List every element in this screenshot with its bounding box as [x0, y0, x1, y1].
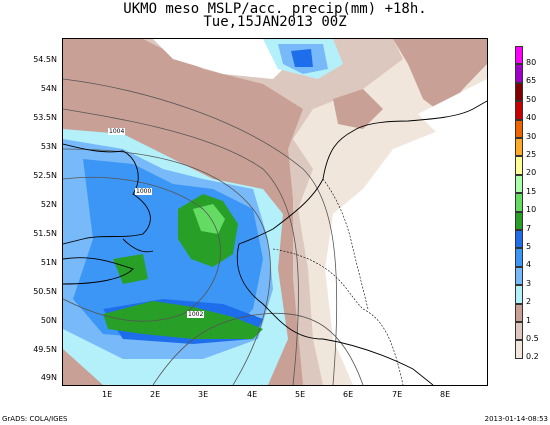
precip-4-patch-north	[291, 49, 313, 67]
lat-label: 51N	[40, 258, 57, 267]
legend-swatch	[515, 101, 523, 120]
precip-map	[62, 38, 488, 386]
legend-label: 25	[526, 150, 537, 159]
legend-swatch	[515, 64, 523, 83]
isobar-label-1004: 1004	[108, 128, 126, 135]
legend-label: 50	[526, 94, 537, 104]
legend-label: 15	[526, 186, 537, 196]
lat-label: 53N	[40, 142, 57, 151]
lon-label: 3E	[198, 390, 209, 399]
legend-label: 7	[526, 223, 532, 233]
legend-label: 0.5	[526, 334, 539, 343]
legend-label: 1	[526, 315, 532, 325]
precip-10-area	[193, 204, 225, 234]
legend-label: 2	[526, 297, 532, 307]
map-subtitle: Tue,15JAN2013 00Z	[203, 14, 347, 30]
lon-label: 1E	[102, 390, 113, 399]
lat-label: 52N	[40, 200, 57, 209]
legend-swatch	[515, 248, 523, 267]
dry-area-east	[343, 129, 487, 385]
legend-label: 40	[526, 113, 537, 123]
lat-label: 50.5N	[33, 287, 57, 296]
precip-1-patch-northeast	[393, 39, 487, 114]
isobar-label-1002: 1002	[187, 311, 205, 318]
legend-swatch	[515, 230, 523, 249]
lat-label: 54.5N	[33, 55, 57, 64]
legend-label: 4	[526, 260, 532, 270]
legend-label: 80	[526, 58, 537, 67]
legend-swatch	[515, 174, 523, 194]
map-graphic	[63, 39, 487, 385]
dry-area-northeast	[418, 79, 487, 139]
lat-label: 51.5N	[33, 229, 57, 238]
borders	[272, 178, 404, 385]
legend-swatch	[515, 193, 523, 212]
legend-swatch	[515, 156, 523, 175]
legend-label: 65	[526, 76, 537, 86]
lat-label: 49.5N	[33, 345, 57, 354]
lon-label: 2E	[150, 390, 161, 399]
lat-label: 54N	[40, 84, 57, 93]
legend-label: 0.2	[526, 352, 539, 362]
legend-swatch	[515, 285, 523, 304]
footer-credit: GrADS: COLA/IGES	[2, 415, 68, 423]
footer-timestamp: 2013-01-14-08:53	[484, 415, 548, 423]
legend-swatch	[515, 138, 523, 157]
isobars	[63, 78, 364, 385]
lat-label: 50N	[40, 316, 57, 325]
precip-7-area-south	[103, 301, 263, 339]
legend-label: 5	[526, 242, 532, 251]
lon-label: 5E	[295, 390, 306, 399]
lat-label: 49N	[40, 373, 57, 382]
lat-label: 53.5N	[33, 113, 57, 122]
legend-label: 3	[526, 278, 532, 288]
dry-area-north	[153, 39, 293, 79]
legend-swatch	[515, 211, 523, 230]
precip-1-patch-coast	[333, 89, 383, 129]
legend-label: 10	[526, 205, 537, 215]
lon-label: 4E	[247, 390, 258, 399]
legend-swatch	[515, 82, 523, 102]
legend-swatch	[515, 119, 523, 138]
legend-swatch	[515, 322, 523, 341]
lon-label: 8E	[440, 390, 451, 399]
legend-swatch	[515, 266, 523, 286]
legend-label: 20	[526, 168, 537, 178]
legend-swatch	[515, 303, 523, 322]
lon-label: 6E	[343, 390, 354, 399]
map-title: UKMO meso MSLP/acc. precip(mm) +18h.	[123, 1, 427, 17]
legend-swatch	[515, 340, 523, 359]
legend-label: 30	[526, 131, 537, 141]
legend-swatch	[515, 46, 523, 65]
isobar-label-1000: 1000	[135, 188, 153, 195]
coastlines	[63, 100, 487, 385]
lat-label: 52.5N	[33, 171, 57, 180]
lon-label: 7E	[392, 390, 403, 399]
